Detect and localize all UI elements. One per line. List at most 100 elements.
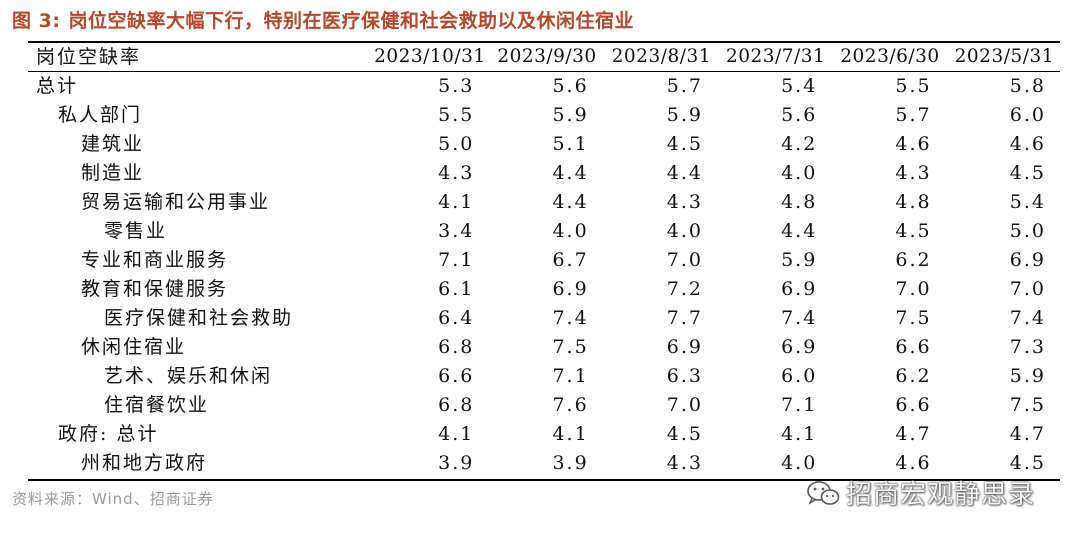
header-rule (28, 71, 1060, 72)
table-cell: 7.1 (438, 249, 475, 271)
row-label: 医疗保健和社会救助 (104, 307, 294, 329)
table-cell: 6.6 (438, 365, 475, 387)
table-cell: 5.8 (1009, 74, 1046, 97)
figure-title: 图 3: 岗位空缺率大幅下行，特别在医疗保健和社会救助以及休闲住宿业 (12, 6, 634, 33)
table-cell: 4.1 (438, 423, 475, 445)
row-label: 零售业 (104, 220, 168, 242)
table-cell: 7.4 (1009, 307, 1046, 329)
table-row: 制造业 4.3 4.4 4.4 4.0 4.3 4.5 (28, 159, 1060, 188)
table-cell: 4.0 (666, 220, 703, 242)
table-cell: 4.6 (895, 133, 932, 155)
table-cell: 4.2 (781, 133, 818, 155)
table-cell: 3.9 (552, 452, 589, 474)
table-cell: 6.2 (895, 365, 932, 387)
table-row: 贸易运输和公用事业 4.1 4.4 4.3 4.8 4.8 5.4 (28, 188, 1060, 217)
table-cell: 3.4 (438, 220, 475, 242)
bottom-rule (28, 479, 1060, 481)
table-cell: 4.5 (666, 423, 703, 445)
table-row: 艺术、娱乐和休闲 6.6 7.1 6.3 6.0 6.2 5.9 (28, 362, 1060, 391)
table-cell: 6.9 (1009, 249, 1046, 271)
row-label: 艺术、娱乐和休闲 (104, 365, 273, 387)
table-cell: 5.7 (895, 104, 932, 126)
table-cell: 4.1 (781, 423, 818, 445)
table-cell: 5.6 (781, 104, 818, 126)
table-cell: 4.8 (781, 191, 818, 213)
table-cell: 4.4 (552, 162, 589, 184)
figure-label: 图 3: (12, 10, 61, 32)
table-cell: 6.9 (552, 278, 589, 300)
table-cell: 5.5 (895, 74, 932, 97)
row-label: 州和地方政府 (81, 452, 208, 474)
column-header: 2023/9/30 (497, 46, 597, 67)
row-label: 贸易运输和公用事业 (81, 191, 271, 213)
table-cell: 7.2 (666, 278, 703, 300)
table-cell: 4.7 (1009, 423, 1046, 445)
column-header: 2023/6/30 (840, 46, 940, 67)
header-label: 岗位空缺率 (36, 46, 142, 68)
table-cell: 4.4 (781, 220, 818, 242)
table-cell: 4.3 (666, 452, 703, 474)
table-cell: 5.0 (1009, 220, 1046, 242)
table-cell: 6.2 (895, 249, 932, 271)
table-cell: 5.4 (781, 74, 818, 97)
table-row: 零售业 3.4 4.0 4.0 4.4 4.5 5.0 (28, 217, 1060, 246)
table-row: 专业和商业服务 7.1 6.7 7.0 5.9 6.2 6.9 (28, 246, 1060, 275)
table-row: 政府: 总计 4.1 4.1 4.5 4.1 4.7 4.7 (28, 420, 1060, 449)
table-cell: 7.4 (552, 307, 589, 329)
table-cell: 5.6 (552, 74, 589, 97)
row-label: 建筑业 (81, 133, 145, 155)
table-cell: 4.8 (895, 191, 932, 213)
table-cell: 5.3 (438, 74, 475, 97)
table-cell: 6.6 (895, 394, 932, 416)
table-cell: 4.3 (438, 162, 475, 184)
table-cell: 6.6 (895, 336, 932, 358)
table-cell: 7.1 (781, 394, 818, 416)
table-row: 总计 5.3 5.6 5.7 5.4 5.5 5.8 (28, 71, 1060, 101)
row-label: 教育和保健服务 (81, 278, 229, 300)
table-cell: 4.5 (1009, 452, 1046, 474)
table-cell: 4.5 (895, 220, 932, 242)
table-cell: 7.0 (1009, 278, 1046, 300)
table-cell: 4.1 (438, 191, 475, 213)
table-cell: 6.9 (781, 278, 818, 300)
table-cell: 7.3 (1009, 336, 1046, 358)
table-cell: 5.9 (781, 249, 818, 271)
table-cell: 3.9 (438, 452, 475, 474)
table-cell: 4.7 (895, 423, 932, 445)
table-cell: 7.6 (552, 394, 589, 416)
row-label: 私人部门 (58, 104, 143, 126)
row-label: 政府: 总计 (58, 423, 159, 445)
table-row: 州和地方政府 3.9 3.9 4.3 4.0 4.6 4.5 (28, 449, 1060, 478)
table-cell: 4.5 (1009, 162, 1046, 184)
figure-title-text: 岗位空缺率大幅下行，特别在医疗保健和社会救助以及休闲住宿业 (68, 10, 634, 32)
table-cell: 4.0 (781, 162, 818, 184)
table-cell: 6.1 (438, 278, 475, 300)
watermark: 招商宏观静思录 (806, 474, 1035, 511)
table-cell: 7.5 (1009, 394, 1046, 416)
source-note: 资料来源：Wind、招商证券 (12, 490, 214, 508)
table-cell: 4.4 (552, 191, 589, 213)
table-row: 医疗保健和社会救助 6.4 7.4 7.7 7.4 7.5 7.4 (28, 304, 1060, 333)
table-cell: 7.0 (666, 249, 703, 271)
table-cell: 7.1 (552, 365, 589, 387)
row-label: 休闲住宿业 (81, 336, 187, 358)
table-row: 建筑业 5.0 5.1 4.5 4.2 4.6 4.6 (28, 130, 1060, 159)
table-cell: 5.5 (438, 104, 475, 126)
table-row: 住宿餐饮业 6.8 7.6 7.0 7.1 6.6 7.5 (28, 391, 1060, 420)
table-cell: 5.4 (1009, 191, 1046, 213)
vacancy-rate-table: 岗位空缺率 2023/10/31 2023/9/30 2023/8/31 202… (28, 43, 1060, 478)
table-cell: 5.0 (438, 133, 475, 155)
wechat-icon (807, 481, 840, 505)
table-cell: 5.1 (552, 133, 589, 155)
row-label: 总计 (36, 74, 79, 97)
table-cell: 5.9 (1009, 365, 1046, 387)
top-rule (28, 41, 1060, 43)
column-header: 2023/8/31 (611, 46, 711, 67)
table-cell: 5.9 (666, 104, 703, 126)
table-cell: 6.8 (438, 336, 475, 358)
table-cell: 4.6 (895, 452, 932, 474)
table-cell: 4.4 (666, 162, 703, 184)
table-cell: 7.0 (666, 394, 703, 416)
table-cell: 4.3 (666, 191, 703, 213)
table-cell: 4.6 (1009, 133, 1046, 155)
